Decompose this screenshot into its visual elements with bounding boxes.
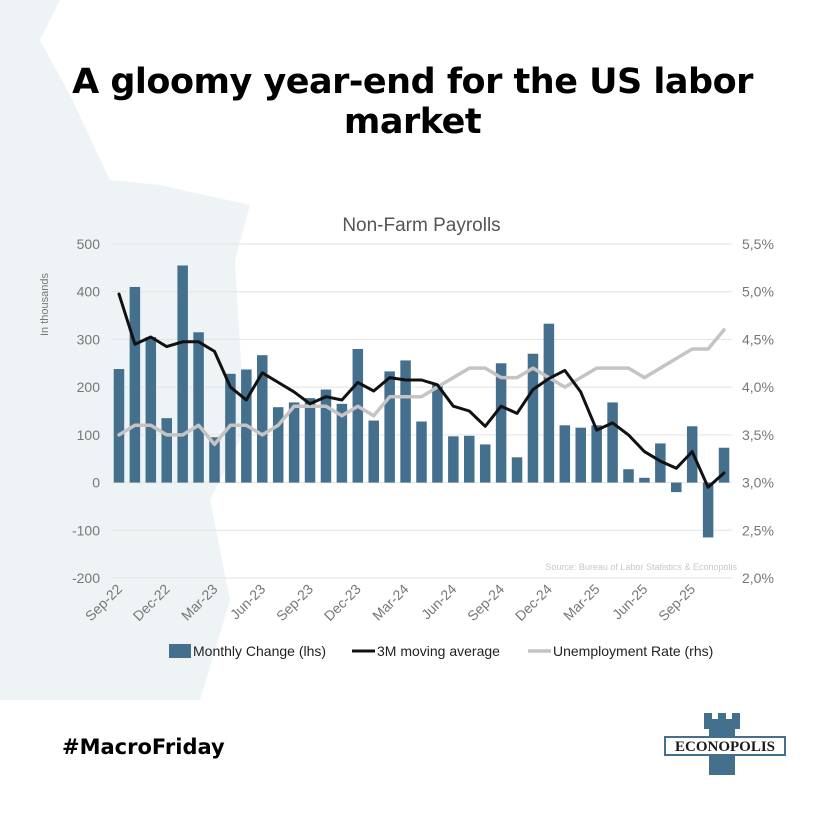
logo-text: ECONOPOLIS <box>675 739 775 755</box>
econopolis-logo: ECONOPOLIS <box>664 713 786 775</box>
chart-title: Non-Farm Payrolls <box>342 215 500 236</box>
y-tick-label: 0 <box>92 475 100 491</box>
bar <box>702 482 714 538</box>
y-tick-label: 400 <box>77 284 101 300</box>
x-tick-label: Sep-25 <box>655 581 698 624</box>
bar <box>257 355 268 483</box>
x-tick-label: Mar-24 <box>369 581 412 624</box>
bar <box>639 477 650 483</box>
bar <box>718 447 730 483</box>
tower-icon <box>704 713 740 775</box>
y2-tick-label: 2,5% <box>742 522 774 538</box>
bar <box>336 403 348 483</box>
x-tick-label: Mar-25 <box>560 581 603 624</box>
y-tick-label: -200 <box>72 570 100 586</box>
bar <box>432 384 443 483</box>
y-tick-label: -100 <box>72 522 100 538</box>
bar <box>129 286 141 483</box>
bar <box>511 457 523 483</box>
x-tick-label: Jun-23 <box>227 581 269 623</box>
bar <box>623 469 634 483</box>
bar <box>113 369 125 483</box>
bar <box>145 337 157 483</box>
unemployment-rate-line <box>117 328 726 447</box>
x-tick-label: Sep-24 <box>464 581 507 624</box>
bar <box>607 402 618 483</box>
bar <box>527 353 539 483</box>
headline: A gloomy year-end for the US labor marke… <box>72 62 753 142</box>
y2-tick-label: 5,0% <box>742 284 774 300</box>
payrolls-chart: Non-Farm Payrolls 500 400 300 200 100 0 -100 -20… <box>39 215 774 659</box>
x-tick-label: Mar-23 <box>178 581 221 624</box>
bar <box>368 420 379 483</box>
legend-label-moving-average: 3M moving average <box>377 643 500 659</box>
bar <box>479 444 491 483</box>
x-tick-label: Jun-25 <box>609 581 651 623</box>
bar <box>288 402 300 483</box>
bar <box>495 363 507 483</box>
x-tick-label: Sep-23 <box>273 581 316 624</box>
bar <box>177 265 188 483</box>
y2-tick-label: 3,5% <box>742 427 774 443</box>
bar <box>559 425 571 483</box>
bar <box>543 323 555 483</box>
bar <box>304 398 316 483</box>
y2-tick-label: 2,0% <box>742 570 774 586</box>
y-axis-label: In thousands <box>39 273 51 336</box>
y2-tick-label: 4,5% <box>742 331 774 347</box>
source-note: Source: Bureau of Labor Statistics & Eco… <box>545 562 737 572</box>
bar <box>400 360 411 483</box>
legend-label-monthly-change: Monthly Change (lhs) <box>193 643 326 659</box>
bar <box>416 421 427 483</box>
bar <box>320 389 332 483</box>
bar <box>448 436 459 483</box>
y-tick-label: 100 <box>77 427 101 443</box>
bar <box>671 482 682 493</box>
bar <box>464 435 475 483</box>
bar <box>209 437 220 483</box>
bar <box>193 332 204 483</box>
x-tick-label: Dec-23 <box>321 581 364 624</box>
y2-tick-label: 4,0% <box>742 379 774 395</box>
y2-tick-label: 3,0% <box>742 475 774 491</box>
x-tick-label: Jun-24 <box>418 581 460 623</box>
y-tick-label: 200 <box>77 379 101 395</box>
bar <box>161 418 172 483</box>
legend-swatch-monthly-change <box>169 644 191 658</box>
bar <box>591 425 602 483</box>
legend-label-unemployment-rate: Unemployment Rate (rhs) <box>553 643 713 659</box>
y2-tick-label: 5,5% <box>742 236 774 252</box>
y-tick-label: 300 <box>77 331 101 347</box>
x-tick-label: Sep-22 <box>82 581 125 624</box>
bar <box>384 371 395 483</box>
x-tick-label: Dec-22 <box>130 581 173 624</box>
hashtag: #MacroFriday <box>62 735 225 759</box>
bar <box>225 373 236 483</box>
bar <box>352 348 364 483</box>
bar <box>655 443 666 483</box>
bar <box>272 407 284 483</box>
moving-average-line <box>117 292 726 489</box>
bar <box>575 427 586 483</box>
y-tick-label: 500 <box>77 236 101 252</box>
x-tick-label: Dec-24 <box>512 581 555 624</box>
